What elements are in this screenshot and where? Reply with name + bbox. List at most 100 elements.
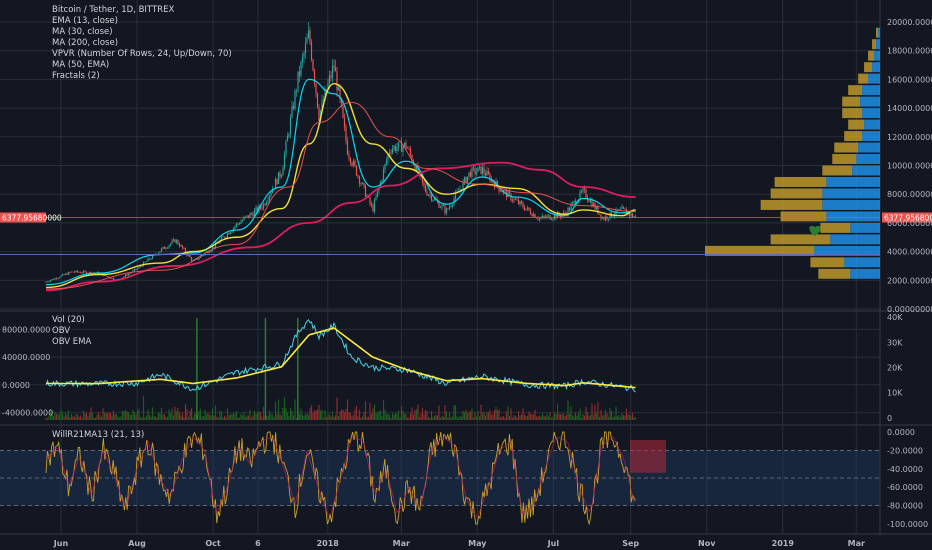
vpvr-down-bar: [834, 142, 859, 153]
volume-bar: [159, 413, 161, 420]
price-tick-label: 10000.00000000: [887, 162, 932, 171]
legend-ma30[interactable]: MA (30, close): [52, 27, 113, 37]
vpvr-down-bar: [872, 39, 877, 50]
vpvr-up-bar: [850, 222, 880, 233]
volume-bar: [100, 417, 103, 420]
candle-body: [595, 206, 598, 210]
volume-bar: [435, 415, 437, 420]
candle-body: [253, 210, 256, 217]
volume-bar: [529, 413, 532, 420]
candle-body: [202, 254, 205, 256]
candle-body: [448, 206, 451, 209]
volume-bar: [115, 413, 118, 420]
legend-vpvr[interactable]: VPVR (Number Of Rows, 24, Up/Down, 70): [52, 49, 232, 59]
candle-body: [483, 167, 485, 174]
volume-bar: [123, 411, 125, 420]
volume-bar: [78, 416, 80, 420]
date-tick-label: Aug: [128, 539, 146, 548]
volume-bar: [169, 412, 172, 420]
price-tick-label: 8000.00000000: [887, 190, 932, 199]
vpvr-up-bar: [864, 119, 880, 130]
candle-body: [603, 217, 605, 220]
candle-body: [78, 271, 80, 273]
candle-body: [330, 75, 332, 78]
volume-bar: [91, 413, 94, 420]
candle-body: [478, 166, 481, 168]
volume-bar: [373, 404, 376, 420]
volume-bar: [490, 414, 493, 420]
candle-body: [591, 200, 593, 207]
candle-body: [348, 154, 350, 159]
candle-body: [69, 272, 71, 273]
volume-bar: [271, 414, 274, 420]
volume-bar: [397, 410, 400, 420]
candle-body: [520, 201, 523, 204]
candle-body: [151, 255, 154, 259]
candle-body: [237, 223, 239, 225]
candle-body: [162, 246, 164, 249]
volume-bar: [198, 411, 200, 420]
date-tick-label: Jun: [53, 539, 69, 548]
candle-body: [619, 208, 622, 210]
volume-bar: [423, 414, 425, 420]
candle-body: [423, 182, 425, 187]
candle-body: [597, 206, 599, 214]
wr-tick-label: -60.0000: [887, 483, 923, 492]
legend-fractals[interactable]: Fractals (2): [52, 71, 100, 81]
legend-ma200[interactable]: MA (200, close): [52, 38, 119, 48]
volume-bar: [519, 415, 521, 420]
legend-obv[interactable]: OBV: [52, 326, 71, 336]
candle-body: [390, 152, 392, 154]
volume-bar: [346, 399, 349, 420]
candle-body: [574, 200, 577, 205]
legend-ema50[interactable]: MA (50, EMA): [52, 60, 110, 70]
candle-body: [583, 188, 586, 190]
volume-bar: [477, 410, 479, 420]
candle-body: [138, 266, 140, 269]
legend-vol[interactable]: Vol (20): [52, 315, 85, 325]
volume-bar: [454, 405, 457, 420]
candle-body: [426, 191, 428, 196]
volume-bar: [387, 413, 389, 420]
volume-bar: [618, 414, 620, 420]
volume-bar: [156, 417, 158, 420]
volume-bar: [427, 417, 430, 420]
candle-body: [201, 255, 203, 257]
volume-bar: [238, 417, 241, 420]
candle-body: [543, 216, 545, 217]
price-tick-label: 16000.00000000: [887, 75, 932, 84]
candle-body: [51, 279, 53, 281]
volume-bar: [267, 415, 269, 420]
volume-bar: [415, 409, 418, 420]
legend-willr[interactable]: WillR21MA13 (21, 13): [52, 430, 145, 440]
volume-bar: [231, 414, 233, 420]
candle-body: [166, 247, 169, 249]
legend-obv-ema[interactable]: OBV EMA: [52, 337, 92, 347]
candle-body: [100, 273, 103, 275]
vpvr-down-bar: [810, 257, 845, 268]
volume-bar: [459, 415, 461, 420]
candle-body: [537, 218, 539, 220]
candle-body: [466, 176, 469, 183]
fractal-marker: [809, 225, 821, 237]
candle-body: [214, 242, 217, 248]
candle-body: [465, 177, 467, 183]
candle-body: [112, 278, 115, 280]
volume-bar: [201, 416, 203, 420]
candle-body: [568, 208, 571, 211]
candle-body: [355, 165, 358, 176]
volume-bar: [76, 414, 79, 420]
legend-ema13[interactable]: EMA (13, close): [52, 16, 118, 26]
volume-bar: [46, 417, 49, 420]
volume-bar: [360, 417, 362, 420]
volume-bar: [471, 408, 473, 420]
candle-body: [283, 154, 286, 168]
price-tick-label: 0.00000000: [887, 305, 932, 314]
volume-bar: [555, 414, 557, 420]
candle-body: [535, 217, 538, 219]
candle-body: [286, 135, 289, 142]
candle-body: [585, 189, 587, 198]
legend-symbol[interactable]: Bitcoin / Tether, 1D, BITTREX: [52, 5, 175, 15]
candle-body: [513, 198, 515, 201]
